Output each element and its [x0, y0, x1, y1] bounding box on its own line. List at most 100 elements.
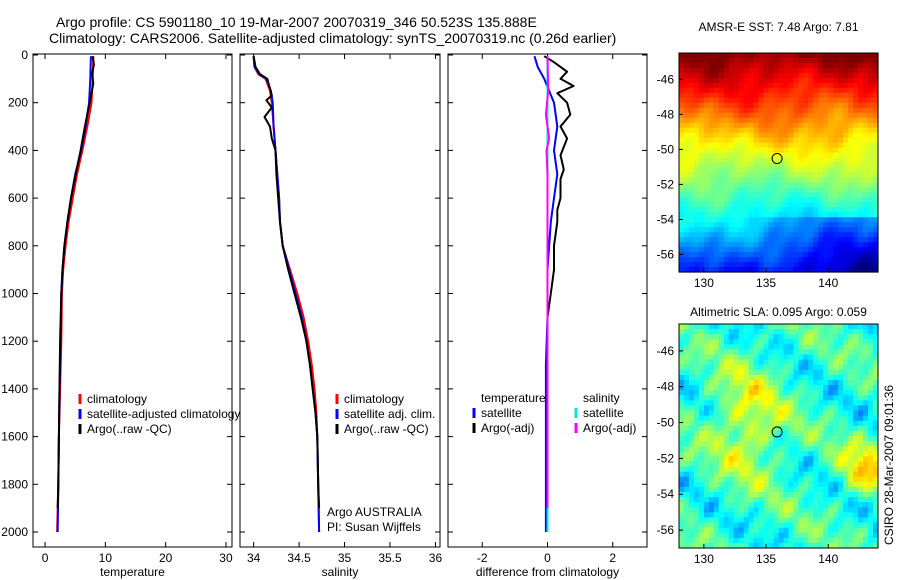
heatmap-cell [679, 202, 685, 208]
heatmap-cell [803, 522, 809, 529]
heatmap-cell [848, 537, 854, 544]
heatmap-cell [683, 182, 690, 188]
heatmap-cell [748, 451, 755, 457]
heatmap-cell [808, 405, 814, 412]
heatmap-cell [773, 67, 780, 74]
heatmap-cell [858, 415, 864, 422]
heatmap-cell [703, 324, 710, 330]
heatmap-cell [773, 395, 780, 401]
heatmap-cell [698, 167, 705, 174]
heatmap-cell [718, 232, 725, 238]
heatmap-cell [808, 400, 814, 407]
heatmap-cell [843, 476, 849, 483]
heatmap-cell [773, 359, 780, 366]
heatmap-cell [778, 172, 785, 179]
heatmap-cell [793, 344, 799, 351]
heatmap-cell [728, 380, 735, 386]
heatmap-cell [698, 67, 705, 74]
heatmap-cell [858, 152, 864, 159]
heatmap-cell [803, 267, 809, 273]
heatmap-cell [763, 152, 770, 159]
heatmap-cell [843, 162, 849, 169]
heatmap-cell [773, 97, 780, 104]
heatmap-cell [679, 410, 685, 417]
heatmap-cell [788, 522, 795, 529]
heatmap-cell [723, 390, 730, 396]
heatmap-cell [808, 232, 814, 238]
heatmap-cell [679, 267, 685, 273]
heatmap-cell [843, 142, 849, 149]
heatmap-cell [688, 344, 695, 351]
heatmap-cell [793, 395, 799, 401]
heatmap-cell [748, 522, 755, 529]
heatmap-cell [763, 430, 770, 437]
heatmap-cell [773, 349, 780, 356]
heatmap-cell [813, 157, 819, 164]
heatmap-cell [788, 451, 795, 457]
heatmap-cell [738, 329, 745, 335]
heatmap-cell [748, 92, 755, 99]
heatmap-cell [858, 162, 864, 169]
heatmap-cell [693, 466, 700, 473]
heatmap-cell [688, 334, 695, 340]
heatmap-cell [688, 212, 695, 218]
heatmap-cell [783, 227, 790, 233]
heatmap-cell [698, 97, 705, 104]
plot-frame [32, 53, 233, 548]
heatmap-cell [798, 415, 804, 422]
heatmap-cell [703, 420, 710, 427]
heatmap-cell [778, 237, 785, 243]
heatmap-cell [688, 167, 695, 174]
heatmap-cell [683, 122, 690, 129]
heatmap-cell [728, 217, 735, 223]
heatmap-cell [858, 142, 864, 149]
heatmap-cell [708, 390, 715, 396]
heatmap-cell [818, 410, 824, 417]
heatmap-cell [758, 324, 765, 330]
heatmap-cell [818, 369, 824, 376]
heatmap-cell [863, 369, 869, 376]
heatmap-cell [848, 82, 854, 89]
heatmap-cell [688, 53, 695, 59]
heatmap-cell [733, 497, 740, 503]
heatmap-cell [863, 497, 869, 503]
heatmap-cell [753, 162, 760, 169]
heatmap-cell [733, 395, 740, 401]
heatmap-cell [693, 507, 700, 513]
heatmap-cell [833, 167, 839, 174]
heatmap-cell [818, 162, 824, 169]
x-axis-label: temperature [100, 565, 165, 579]
heatmap-cell [688, 527, 695, 534]
heatmap-cell [723, 67, 730, 74]
heatmap-cell [728, 237, 735, 243]
figure-title-line1: Argo profile: CS 5901180_10 19-Mar-2007 … [56, 14, 537, 30]
heatmap-cell [823, 122, 829, 129]
heatmap-cell [679, 354, 685, 361]
heatmap-cell [803, 324, 809, 330]
heatmap-cell [698, 380, 705, 386]
heatmap-cell [718, 57, 725, 64]
heatmap-cell [773, 451, 780, 457]
heatmap-cell [838, 222, 844, 228]
heatmap-cell [848, 451, 854, 457]
heatmap-cell [788, 359, 795, 366]
heatmap-cell [838, 97, 844, 104]
heatmap-cell [753, 187, 760, 193]
heatmap-cell [813, 232, 819, 238]
heatmap-cell [683, 476, 690, 483]
heatmap-cell [788, 122, 795, 129]
heatmap-cell [868, 217, 874, 223]
heatmap-cell [743, 147, 750, 154]
heatmap-cell [713, 512, 720, 519]
heatmap-cell [788, 267, 795, 273]
heatmap-cell [768, 369, 775, 376]
heatmap-cell [828, 420, 834, 427]
heatmap-cell [708, 395, 715, 401]
heatmap-cell [758, 182, 765, 188]
heatmap-cell [753, 436, 760, 442]
heatmap-cell [698, 522, 705, 529]
heatmap-cell [848, 167, 854, 174]
heatmap-cell [873, 147, 879, 154]
heatmap-cell [858, 227, 864, 233]
heatmap-cell [679, 492, 685, 498]
